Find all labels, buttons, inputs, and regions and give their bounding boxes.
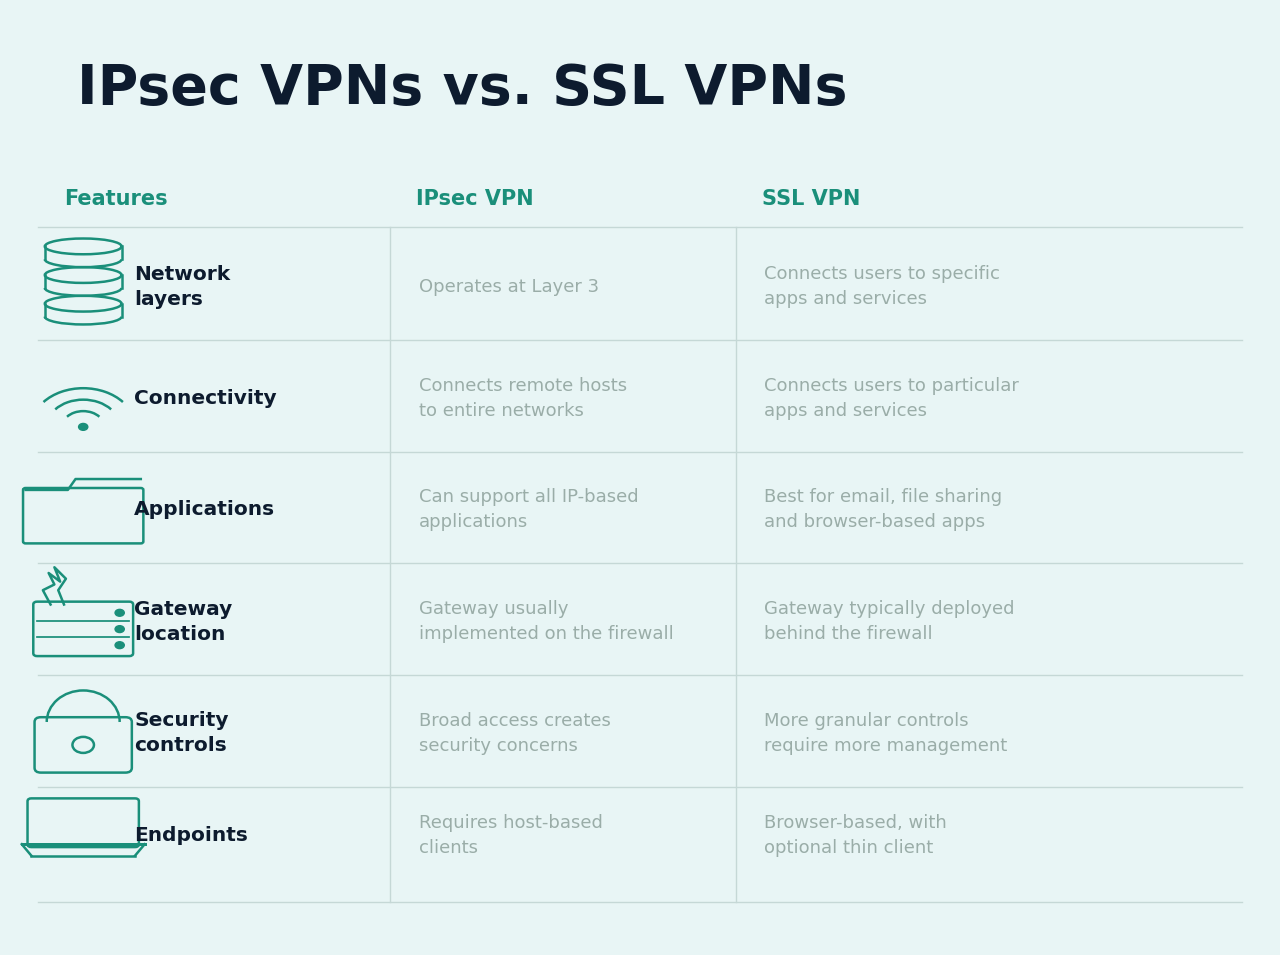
Text: Endpoints: Endpoints xyxy=(134,826,248,845)
Text: Connects remote hosts
to entire networks: Connects remote hosts to entire networks xyxy=(419,376,627,420)
Circle shape xyxy=(78,423,88,431)
Text: Applications: Applications xyxy=(134,500,275,520)
Text: SSL VPN: SSL VPN xyxy=(762,189,860,208)
Text: Features: Features xyxy=(64,189,168,208)
Text: Security
controls: Security controls xyxy=(134,711,229,755)
Text: Gateway typically deployed
behind the firewall: Gateway typically deployed behind the fi… xyxy=(764,600,1015,644)
Text: Gateway usually
implemented on the firewall: Gateway usually implemented on the firew… xyxy=(419,600,673,644)
Text: Can support all IP-based
applications: Can support all IP-based applications xyxy=(419,488,639,532)
Circle shape xyxy=(115,642,124,648)
Text: Requires host-based
clients: Requires host-based clients xyxy=(419,814,603,858)
Text: IPsec VPN: IPsec VPN xyxy=(416,189,534,208)
Text: Best for email, file sharing
and browser-based apps: Best for email, file sharing and browser… xyxy=(764,488,1002,532)
Text: IPsec VPNs vs. SSL VPNs: IPsec VPNs vs. SSL VPNs xyxy=(77,62,847,117)
Text: Operates at Layer 3: Operates at Layer 3 xyxy=(419,278,599,295)
Circle shape xyxy=(115,609,124,616)
Text: Connectivity: Connectivity xyxy=(134,389,276,408)
Text: Browser-based, with
optional thin client: Browser-based, with optional thin client xyxy=(764,814,947,858)
Text: Gateway
location: Gateway location xyxy=(134,600,233,644)
Text: Connects users to particular
apps and services: Connects users to particular apps and se… xyxy=(764,376,1019,420)
Text: More granular controls
require more management: More granular controls require more mana… xyxy=(764,711,1007,755)
Text: Network
layers: Network layers xyxy=(134,265,230,308)
Text: Connects users to specific
apps and services: Connects users to specific apps and serv… xyxy=(764,265,1000,308)
Circle shape xyxy=(115,626,124,632)
Text: Broad access creates
security concerns: Broad access creates security concerns xyxy=(419,711,611,755)
